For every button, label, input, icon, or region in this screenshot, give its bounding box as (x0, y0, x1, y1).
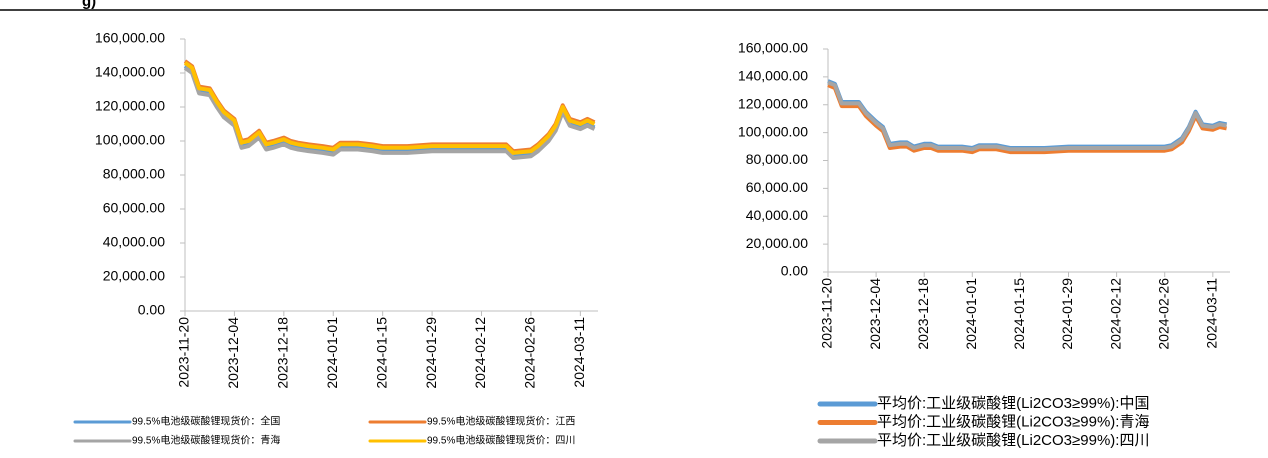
y-tick-label: 40,000.00 (746, 207, 808, 223)
series-line (183, 59, 596, 154)
x-tick-label: 2024-02-12 (1107, 278, 1123, 350)
x-tick-label: 2024-01-15 (1011, 278, 1027, 350)
legend-label: 99.5%电池级碳酸锂现货价：四川 (427, 434, 575, 447)
y-tick-label: 140,000.00 (95, 64, 165, 80)
y-tick-label: 80,000.00 (746, 151, 808, 167)
x-tick-label: 2024-02-26 (1155, 278, 1171, 350)
y-tick-label: 0.00 (138, 302, 165, 318)
x-tick-label: 2024-02-26 (522, 317, 538, 389)
legend-label: 99.5%电池级碳酸锂现货价：江西 (427, 415, 575, 428)
x-tick-label: 2023-11-20 (819, 278, 835, 349)
legend-label: 平均价:工业级碳酸锂(Li2CO3≥99%):中国 (877, 395, 1149, 412)
x-tick-label: 2023-11-20 (176, 317, 192, 388)
y-tick-label: 160,000.00 (738, 40, 808, 56)
y-tick-label: 0.00 (781, 263, 808, 279)
x-tick-label: 2024-01-01 (963, 278, 979, 350)
x-tick-label: 2023-12-18 (915, 278, 931, 350)
x-tick-label: 2024-01-29 (1059, 278, 1075, 350)
y-tick-label: 140,000.00 (738, 68, 808, 84)
y-tick-label: 60,000.00 (103, 200, 165, 216)
y-tick-label: 60,000.00 (746, 179, 808, 195)
y-tick-label: 80,000.00 (103, 166, 165, 182)
x-tick-label: 2024-01-01 (324, 317, 340, 389)
legend-label: 平均价:工业级碳酸锂(Li2CO3≥99%):四川 (877, 432, 1149, 449)
y-tick-label: 20,000.00 (103, 268, 165, 284)
x-tick-label: 2023-12-04 (225, 317, 241, 389)
series-line (827, 80, 1227, 152)
y-tick-label: 120,000.00 (738, 95, 808, 111)
x-tick-label: 2024-02-12 (472, 317, 488, 389)
y-tick-label: 100,000.00 (95, 132, 165, 148)
header-fragment: g) (82, 0, 96, 10)
x-tick-label: 2024-01-15 (373, 317, 389, 389)
y-tick-label: 20,000.00 (746, 235, 808, 251)
legend-label: 99.5%电池级碳酸锂现货价：全国 (132, 415, 280, 428)
y-tick-label: 40,000.00 (103, 234, 165, 250)
y-tick-label: 160,000.00 (95, 30, 165, 46)
y-tick-label: 120,000.00 (95, 98, 165, 114)
x-tick-label: 2024-03-11 (1204, 278, 1220, 349)
x-tick-label: 2023-12-18 (275, 317, 291, 389)
legend-label: 平均价:工业级碳酸锂(Li2CO3≥99%):青海 (877, 413, 1149, 430)
series-line (827, 83, 1227, 155)
legend-label: 99.5%电池级碳酸锂现货价：青海 (132, 434, 280, 447)
y-tick-label: 100,000.00 (738, 123, 808, 139)
x-tick-label: 2024-03-11 (571, 317, 587, 388)
x-tick-label: 2023-12-04 (867, 278, 883, 350)
series-line (183, 61, 596, 155)
x-tick-label: 2024-01-29 (423, 317, 439, 389)
